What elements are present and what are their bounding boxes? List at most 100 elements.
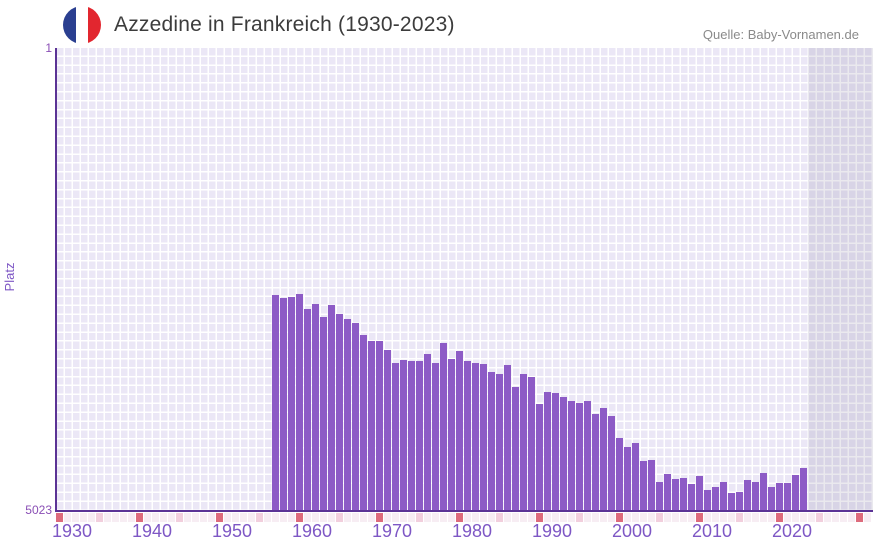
tick-cell-1983	[480, 513, 487, 522]
bar-1978[interactable]	[440, 342, 447, 510]
tick-cell-1965	[336, 513, 343, 522]
bar-2004[interactable]	[648, 459, 655, 510]
bar-1963[interactable]	[320, 317, 327, 510]
bar-1986[interactable]	[504, 364, 511, 510]
bar-2001[interactable]	[624, 446, 631, 510]
bar-1989[interactable]	[528, 376, 535, 510]
tick-cell-2012	[712, 513, 719, 522]
bar-1975[interactable]	[416, 360, 423, 510]
tick-cell-2001	[624, 513, 631, 522]
bar-1999[interactable]	[608, 415, 615, 510]
bar-1985[interactable]	[496, 374, 503, 510]
tick-cell-2029	[848, 513, 855, 522]
bar-1979[interactable]	[448, 359, 455, 510]
bar-1992[interactable]	[552, 393, 559, 510]
bar-1958[interactable]	[280, 298, 287, 510]
bar-1972[interactable]	[392, 363, 399, 510]
x-axis-label-1960: 1960	[291, 521, 333, 541]
bar-2012[interactable]	[712, 486, 719, 510]
tick-cell-1996	[584, 513, 591, 522]
bar-1990[interactable]	[536, 404, 543, 510]
bar-1998[interactable]	[600, 408, 607, 510]
tick-cell-2005	[656, 513, 663, 522]
tick-cell-1963	[320, 513, 327, 522]
bar-1970[interactable]	[376, 341, 383, 510]
bar-2020[interactable]	[776, 483, 783, 510]
bar-1993[interactable]	[560, 396, 567, 510]
bar-1991[interactable]	[544, 391, 551, 510]
bar-1967[interactable]	[352, 322, 359, 510]
bar-1980[interactable]	[456, 350, 463, 510]
tick-cell-1960	[296, 513, 303, 522]
tick-cell-2010	[696, 513, 703, 522]
bar-1959[interactable]	[288, 297, 295, 510]
bar-1969[interactable]	[368, 340, 375, 510]
bar-1973[interactable]	[400, 360, 407, 510]
bar-2017[interactable]	[752, 482, 759, 510]
bar-1957[interactable]	[272, 294, 279, 510]
tick-cell-2030	[856, 513, 863, 522]
bar-1983[interactable]	[480, 364, 487, 510]
bar-1968[interactable]	[360, 334, 367, 510]
bar-1987[interactable]	[512, 386, 519, 510]
tick-cell-1970	[376, 513, 383, 522]
bar-2000[interactable]	[616, 438, 623, 510]
bar-2018[interactable]	[760, 472, 767, 510]
bar-2016[interactable]	[744, 479, 751, 510]
bar-1966[interactable]	[344, 319, 351, 510]
tick-cell-2021	[784, 513, 791, 522]
tick-cell-1976	[424, 513, 431, 522]
bar-1982[interactable]	[472, 363, 479, 510]
bar-1988[interactable]	[520, 374, 527, 510]
bar-1996[interactable]	[584, 401, 591, 510]
bar-1984[interactable]	[488, 372, 495, 510]
tick-cell-2004	[648, 513, 655, 522]
tick-cell-1935	[96, 513, 103, 522]
bar-2011[interactable]	[704, 489, 711, 510]
bar-2014[interactable]	[728, 492, 735, 510]
tick-cell-1988	[520, 513, 527, 522]
tick-cell-2002	[632, 513, 639, 522]
tick-cell-1945	[176, 513, 183, 522]
bar-1974[interactable]	[408, 360, 415, 510]
bar-2005[interactable]	[656, 481, 663, 510]
bar-2021[interactable]	[784, 482, 791, 510]
tick-cell-2009	[688, 513, 695, 522]
bar-2022[interactable]	[792, 474, 799, 510]
tick-cell-2013	[720, 513, 727, 522]
bar-1961[interactable]	[304, 309, 311, 510]
bar-2003[interactable]	[640, 460, 647, 510]
bar-1971[interactable]	[384, 350, 391, 510]
bar-1965[interactable]	[336, 313, 343, 510]
bar-2007[interactable]	[672, 479, 679, 510]
bar-2002[interactable]	[632, 442, 639, 510]
bar-2009[interactable]	[688, 484, 695, 510]
tick-cell-1943	[160, 513, 167, 522]
bar-2019[interactable]	[768, 486, 775, 510]
bar-2006[interactable]	[664, 473, 671, 510]
tick-cell-1975	[416, 513, 423, 522]
bar-2010[interactable]	[696, 475, 703, 510]
bar-1997[interactable]	[592, 413, 599, 510]
x-axis-tick-strip	[56, 513, 872, 522]
bar-2008[interactable]	[680, 478, 687, 510]
bar-1960[interactable]	[296, 294, 303, 510]
bar-1977[interactable]	[432, 363, 439, 510]
bar-1964[interactable]	[328, 304, 335, 510]
bar-1976[interactable]	[424, 353, 431, 510]
tick-cell-1989	[528, 513, 535, 522]
tick-cell-2028	[840, 513, 847, 522]
x-axis-label-2010: 2010	[691, 521, 733, 541]
bar-2013[interactable]	[720, 482, 727, 510]
x-axis-label-1950: 1950	[211, 521, 253, 541]
bar-1981[interactable]	[464, 360, 471, 510]
bar-1962[interactable]	[312, 303, 319, 510]
plot-area	[55, 48, 873, 512]
bar-2015[interactable]	[736, 492, 743, 510]
bar-2023[interactable]	[800, 467, 807, 510]
source-attribution: Quelle: Baby-Vornamen.de	[702, 27, 859, 42]
bar-1995[interactable]	[576, 402, 583, 510]
x-axis-label-1980: 1980	[451, 521, 493, 541]
bar-1994[interactable]	[568, 401, 575, 510]
tick-cell-1958	[280, 513, 287, 522]
